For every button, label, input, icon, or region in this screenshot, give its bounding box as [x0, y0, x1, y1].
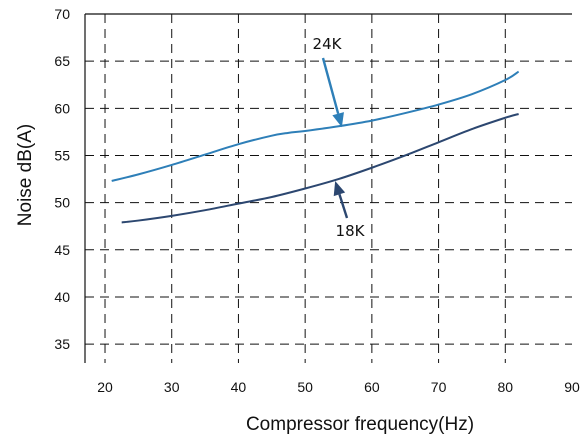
annotation-label-24k: 24K: [313, 35, 343, 53]
y-tick-label: 70: [54, 6, 70, 22]
x-tick-label: 80: [497, 379, 513, 395]
series-lines: [111, 70, 520, 224]
y-axis-label: Noise dB(A): [15, 124, 36, 226]
series-line-18k: [121, 113, 519, 224]
annotation-arrow-shaft: [338, 193, 349, 219]
y-tick-label: 45: [54, 242, 70, 258]
y-tick-label: 65: [54, 53, 70, 69]
y-tick-label: 35: [54, 336, 70, 352]
series-line-24k: [111, 70, 520, 182]
y-tick-label: 55: [54, 147, 70, 163]
grid-lines: [85, 14, 572, 363]
x-tick-label: 30: [164, 379, 180, 395]
y-tick-label: 40: [54, 289, 70, 305]
x-tick-label: 20: [97, 379, 113, 395]
x-tick-label: 70: [431, 379, 447, 395]
x-axis-label: Compressor frequency(Hz): [246, 414, 474, 435]
x-tick-label: 60: [364, 379, 380, 395]
x-tick-label: 40: [231, 379, 247, 395]
y-tick-label: 60: [54, 100, 70, 116]
annotation-arrow-shaft: [321, 57, 340, 114]
x-tick-label: 90: [564, 379, 580, 395]
annotation-label-18k: 18K: [336, 222, 366, 240]
annotation-arrow-head: [332, 112, 344, 128]
tick-labels: 20 30 40 50 60 70 80 90 35 40 45 50 55 60 65 70: [54, 6, 580, 395]
plot-frame: [84, 13, 572, 363]
x-tick-label: 50: [297, 379, 313, 395]
y-tick-label: 50: [54, 195, 70, 211]
annotation-arrow-head: [333, 180, 346, 197]
annotations: 24K 18K: [313, 35, 366, 240]
